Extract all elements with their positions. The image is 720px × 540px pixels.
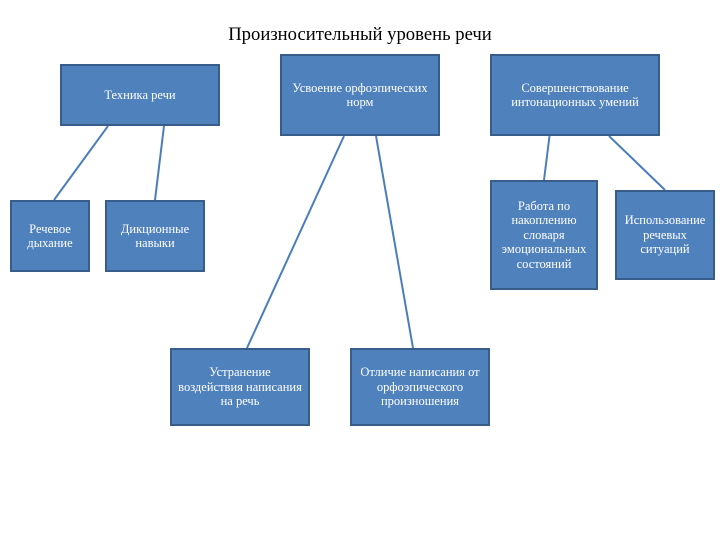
node-inton: Совершенствование интонационных умений: [490, 54, 660, 136]
node-slovar: Работа по накоплению словаря эмоциональн…: [490, 180, 598, 290]
node-label: Речевое дыхание: [18, 222, 82, 251]
node-label: Техника речи: [104, 88, 175, 102]
node-breath: Речевое дыхание: [10, 200, 90, 272]
node-label: Совершенствование интонационных умений: [498, 81, 652, 110]
node-label: Устранение воздействия написания на речь: [178, 365, 302, 408]
edge-tech-to-diction: [155, 126, 164, 200]
node-label: Работа по накоплению словаря эмоциональн…: [498, 199, 590, 271]
node-situations: Использование речевых ситуаций: [615, 190, 715, 280]
edge-tech-to-breath: [54, 126, 108, 200]
node-label: Отличие написания от орфоэпического прои…: [358, 365, 482, 408]
node-otlich: Отличие написания от орфоэпического прои…: [350, 348, 490, 426]
edge-inton-to-slovar: [544, 136, 550, 180]
node-tech: Техника речи: [60, 64, 220, 126]
node-orfo: Усвоение орфоэпических норм: [280, 54, 440, 136]
node-label: Использование речевых ситуаций: [623, 213, 707, 256]
node-diction: Дикционные навыки: [105, 200, 205, 272]
node-label: Усвоение орфоэпических норм: [288, 81, 432, 110]
edge-inton-to-situations: [609, 136, 665, 190]
edge-orfo-to-ustran: [247, 136, 344, 348]
edge-orfo-to-otlich: [376, 136, 413, 348]
diagram-title: Произносительный уровень речи: [0, 24, 720, 46]
node-label: Дикционные навыки: [113, 222, 197, 251]
node-ustran: Устранение воздействия написания на речь: [170, 348, 310, 426]
